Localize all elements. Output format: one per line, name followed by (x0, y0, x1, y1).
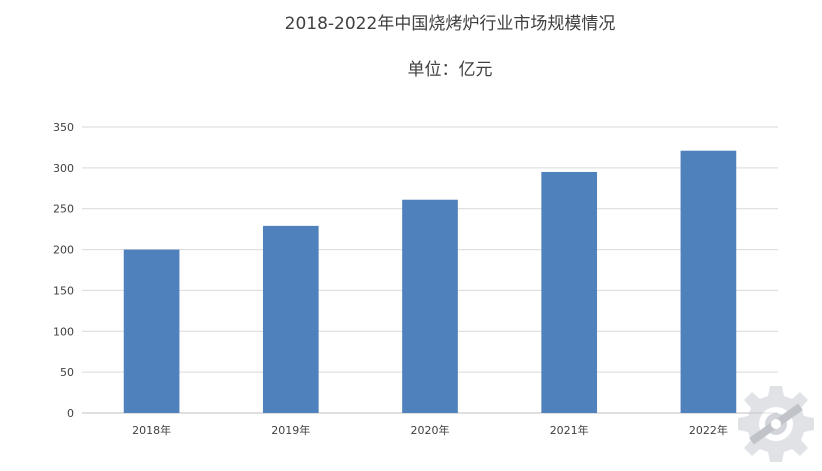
y-tick-label: 200 (53, 244, 74, 257)
x-axis-ticks: 2018年 2019年 2020年 2021年 2022年 (132, 423, 728, 437)
y-tick-label: 150 (53, 284, 74, 297)
x-tick-label: 2018年 (132, 423, 171, 437)
y-tick-label: 250 (53, 203, 74, 216)
chart-subtitle: 单位：亿元 (408, 60, 493, 80)
bars (123, 150, 737, 413)
x-tick-label: 2022年 (689, 423, 728, 437)
x-tick-label: 2019年 (271, 423, 310, 437)
bar (680, 150, 737, 413)
bar (402, 199, 458, 413)
bar (123, 249, 180, 413)
y-tick-label: 50 (60, 366, 74, 379)
y-axis-ticks: 0 50 100 150 200 250 300 350 (53, 121, 74, 420)
chart-title: 2018-2022年中国烧烤炉行业市场规模情况 (285, 14, 616, 34)
gear-logo-icon (738, 386, 814, 462)
y-tick-label: 300 (53, 162, 74, 175)
y-tick-label: 0 (67, 407, 74, 420)
bar (262, 225, 319, 413)
y-tick-label: 100 (53, 325, 74, 338)
x-tick-label: 2021年 (550, 423, 589, 437)
bar (541, 171, 598, 413)
y-tick-label: 350 (53, 121, 74, 134)
x-tick-label: 2020年 (411, 423, 450, 437)
